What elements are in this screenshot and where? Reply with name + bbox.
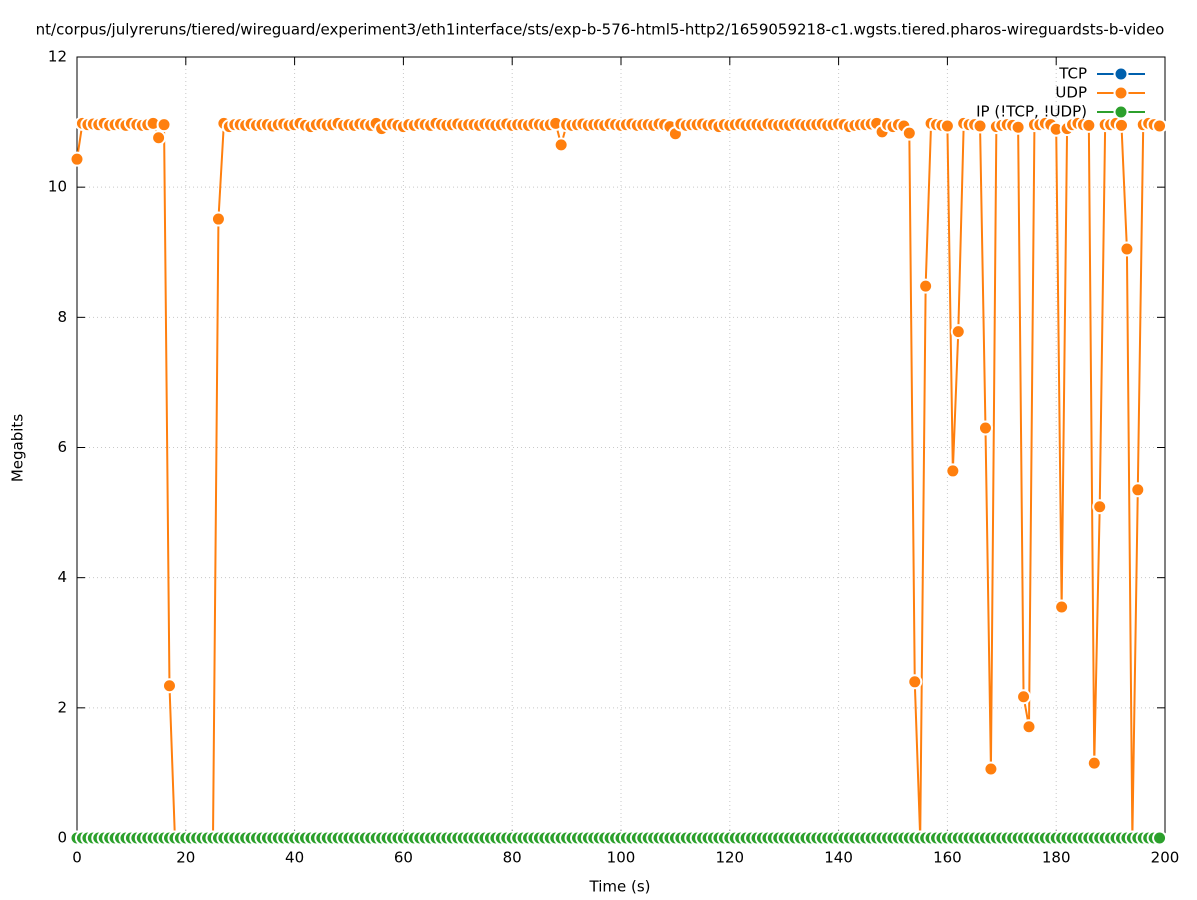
data-point [1021, 719, 1037, 735]
x-tick-label: 120 [715, 849, 744, 867]
y-tick-label: 0 [57, 829, 67, 847]
data-point [1081, 117, 1097, 133]
data-point [1016, 689, 1032, 705]
data-point [945, 463, 961, 479]
data-point [907, 674, 923, 690]
data-point [156, 117, 172, 133]
x-tick-label: 160 [933, 849, 962, 867]
x-tick-label: 140 [824, 849, 853, 867]
y-tick-label: 6 [57, 438, 67, 456]
x-tick-label: 60 [394, 849, 413, 867]
data-point [1130, 482, 1146, 498]
x-tick-label: 80 [503, 849, 522, 867]
x-tick-label: 40 [285, 849, 304, 867]
data-point [1113, 117, 1129, 133]
chart-title: nt/corpus/julyreruns/tiered/wireguard/ex… [36, 21, 1165, 39]
y-tick-label: 8 [57, 308, 67, 326]
data-point [1054, 599, 1070, 615]
data-point [1152, 830, 1168, 846]
data-point [918, 278, 934, 294]
data-point [161, 678, 177, 694]
x-axis-label: Time (s) [589, 878, 651, 896]
legend-item: UDP [1055, 84, 1145, 102]
data-point [1010, 119, 1026, 135]
legend-marker [1113, 85, 1129, 101]
y-tick-label: 2 [57, 698, 67, 716]
data-point [950, 324, 966, 340]
data-point [977, 420, 993, 436]
data-point [939, 118, 955, 134]
data-point [1119, 241, 1135, 257]
data-point [972, 118, 988, 134]
y-tick-label: 10 [48, 178, 67, 196]
x-tick-label: 100 [607, 849, 636, 867]
x-tick-label: 0 [72, 849, 82, 867]
legend-item: IP (!TCP, !UDP) [976, 103, 1145, 121]
data-point [69, 151, 85, 167]
y-tick-label: 4 [57, 568, 67, 586]
data-point [1152, 118, 1168, 134]
data-point [1086, 755, 1102, 771]
x-tick-label: 180 [1042, 849, 1071, 867]
data-point [151, 130, 167, 146]
x-tick-label: 20 [176, 849, 195, 867]
legend-item: TCP [1058, 65, 1145, 83]
legend-marker [1113, 104, 1129, 120]
data-point [1092, 499, 1108, 515]
x-tick-label: 200 [1151, 849, 1180, 867]
data-point [901, 125, 917, 141]
legend-label: UDP [1055, 84, 1087, 102]
legend-marker [1113, 66, 1129, 82]
data-point [553, 137, 569, 153]
legend-label: TCP [1058, 65, 1087, 83]
data-point [983, 761, 999, 777]
legend-label: IP (!TCP, !UDP) [976, 103, 1087, 121]
y-tick-label: 12 [48, 48, 67, 66]
data-point [210, 211, 226, 227]
y-axis-label: Megabits [9, 414, 27, 482]
